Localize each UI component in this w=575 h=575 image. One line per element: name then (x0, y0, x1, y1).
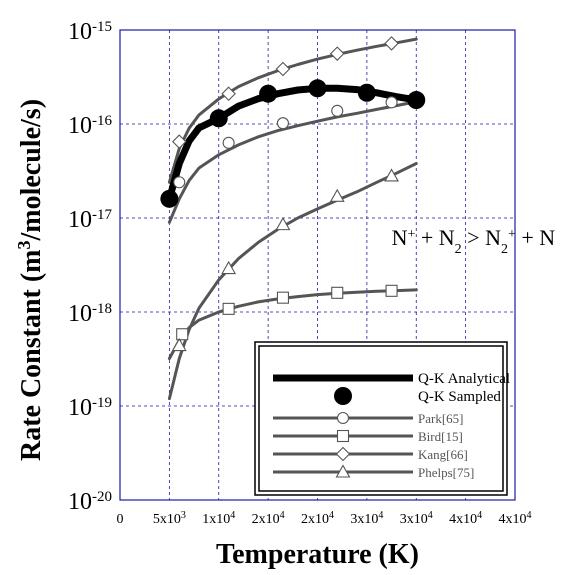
data-point-park-65 (222, 136, 235, 149)
legend-label-phelps-75: Phelps[75] (418, 465, 474, 480)
y-tick-label: 10-17 (68, 207, 112, 233)
y-tick-label: 10-16 (68, 113, 112, 139)
legend-label-kang-66: Kang[66] (418, 447, 468, 462)
data-point-q-k-sampled (357, 83, 376, 102)
x-tick-label: 0 (117, 512, 124, 527)
reaction-annotation: N+ + N2 > N2+ + N (392, 225, 556, 257)
data-point-q-k-sampled (160, 189, 179, 208)
legend-label-bird-15: Bird[15] (418, 429, 463, 444)
data-point-phelps-75 (221, 260, 237, 275)
series-line-kang-66 (167, 37, 418, 184)
data-point-bird-15 (385, 284, 398, 297)
data-point-q-k-sampled (308, 79, 327, 98)
legend-label-park-65: Park[65] (418, 411, 464, 426)
data-point-park-65 (173, 176, 186, 189)
legend-marker-kang-66 (335, 446, 351, 462)
data-point-park-65 (276, 117, 289, 130)
data-point-bird-15 (176, 328, 189, 341)
x-axis-label: Temperature (K) (216, 539, 419, 570)
x-tick-label: 1x104 (202, 510, 235, 528)
legend-marker-park-65 (336, 411, 350, 425)
legend-marker-phelps-75 (335, 464, 351, 478)
x-tick-label: 2x104 (252, 510, 285, 528)
data-point-q-k-sampled (209, 109, 228, 128)
data-point-bird-15 (222, 302, 235, 315)
data-point-bird-15 (331, 286, 344, 299)
x-tick-label: 3x104 (350, 510, 383, 528)
legend-label-q-k-analytical: Q-K Analytical (418, 371, 510, 387)
axis-ticks: 0 5x103 1x104 2x104 2x104 3x104 3x104 4x104 4x10… (68, 19, 532, 527)
data-point-kang-66 (384, 36, 399, 51)
x-tick-label: 2x104 (301, 510, 334, 528)
data-point-q-k-sampled (259, 84, 278, 103)
x-tick-label: 4x104 (499, 510, 532, 528)
plot-frame (119, 29, 516, 501)
data-point-q-k-sampled (407, 91, 426, 110)
x-tick-label: 5x103 (153, 510, 186, 528)
data-point-kang-66 (171, 134, 187, 149)
legend-marker-bird-15 (336, 429, 350, 443)
series-markers (160, 36, 426, 352)
series-line-park-65 (167, 100, 418, 224)
y-axis-label: Rate Constant (m3/molecule/s) (14, 99, 47, 461)
legend-marker-q-k-sampled (334, 387, 352, 405)
y-tick-label: 10-19 (68, 395, 112, 421)
x-tick-label: 4x104 (449, 510, 482, 528)
legend: Q-K Analytical Q-K Sampled Park[65] Bird[15… (254, 341, 510, 496)
data-point-kang-66 (221, 86, 236, 101)
data-point-kang-66 (329, 46, 345, 61)
x-tick-label: 3x104 (400, 510, 433, 528)
y-tick-label: 10-15 (68, 19, 112, 45)
data-point-park-65 (385, 96, 398, 109)
data-point-phelps-75 (275, 217, 291, 231)
y-tick-label: 10-18 (68, 301, 112, 327)
legend-label-q-k-sampled: Q-K Sampled (418, 389, 501, 405)
legend-inner-frame (258, 345, 504, 492)
data-point-phelps-75 (329, 188, 345, 202)
data-point-park-65 (331, 104, 344, 117)
data-point-phelps-75 (384, 168, 400, 182)
data-point-phelps-75 (171, 337, 187, 352)
data-point-kang-66 (275, 61, 291, 77)
y-tick-label: 10-20 (68, 489, 112, 515)
data-point-bird-15 (276, 291, 289, 304)
